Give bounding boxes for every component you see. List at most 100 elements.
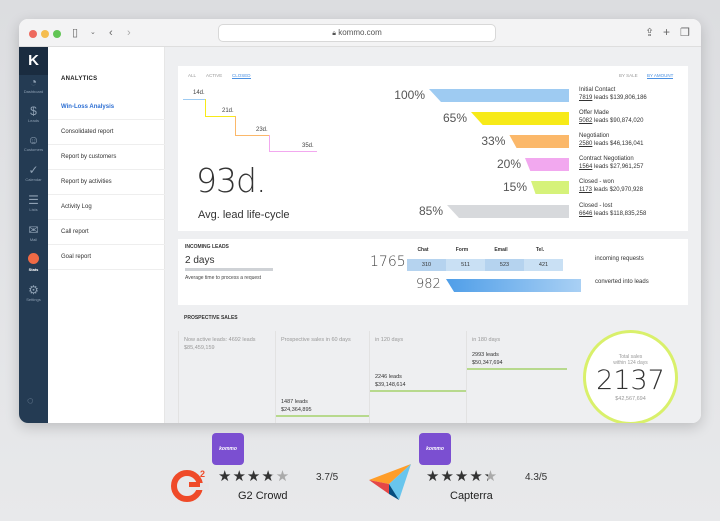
stage-percent: 65%	[442, 111, 467, 125]
stage-funnel-bar	[471, 112, 569, 125]
sidebar-item-label: Mail	[29, 237, 38, 242]
avg-lifecycle-value: 93d.	[196, 161, 266, 200]
sidebar-item-customers[interactable]: ☺ Customers	[19, 133, 48, 153]
stage-leads-link[interactable]: 1564	[579, 164, 593, 170]
g2-star-rating: ★★★★★	[218, 468, 291, 485]
stage-name: Offer Made	[579, 110, 609, 116]
app-sidebar: K ◔ Dashboard $ Leads ☺ Customers ✓ Calendar ☰ Li…	[19, 47, 48, 423]
stage-info[interactable]: Contract Negotiation 1564 leads $27,961,2…	[579, 155, 643, 171]
sidebar-item-stats[interactable]: Stats	[19, 253, 48, 273]
maximize-dot[interactable]	[53, 30, 61, 38]
stage-info[interactable]: Closed - won 1173 leads $20,970,928	[579, 178, 643, 194]
stage-info[interactable]: Negotiation 2580 leads $46,136,041	[579, 132, 643, 148]
submenu-item-report-by-customers[interactable]: Report by customers	[48, 145, 165, 170]
stage-amount: leads $118,835,258	[592, 211, 647, 217]
stage-funnel-bar	[447, 205, 569, 218]
back-icon[interactable]: ‹	[109, 27, 113, 39]
chat-icon[interactable]: ◌	[27, 395, 34, 407]
step-line	[235, 135, 269, 136]
browser-window: ▯ ⌄ ‹ › 🔒︎ kommo.com ⇪ + ❐ K ◔ Dashboard $…	[19, 19, 701, 423]
g2-logo-icon: 2	[171, 469, 209, 502]
prospective-column: Now active leads: 4692 leads $85,459,159	[178, 331, 275, 423]
stage-stats: 2580 leads $46,136,041	[579, 140, 643, 148]
column-bar	[370, 390, 467, 392]
forward-icon[interactable]: ›	[127, 27, 131, 39]
submenu-item-report-by-activities[interactable]: Report by activities	[48, 170, 165, 195]
svg-text:2: 2	[200, 469, 205, 479]
stage-name: Negotiation	[579, 133, 610, 139]
channel-value: 310	[407, 259, 446, 271]
sidebar-item-label: Settings	[26, 297, 41, 302]
sidebar-item-lists[interactable]: ☰ Lists	[19, 193, 48, 213]
minimize-dot[interactable]	[41, 30, 49, 38]
capterra-site-name: Capterra	[450, 490, 493, 502]
sidebar-item-settings[interactable]: ⚙ Settings	[19, 283, 48, 303]
stats-icon	[19, 253, 48, 267]
main-content: ALL ACTIVE CLOSED BY SALE BY AMOUNT 14d.…	[165, 47, 701, 423]
total-sales-amount: $42,567,694	[615, 396, 646, 402]
stage-info[interactable]: Closed - lost 6646 leads $118,835,258	[579, 202, 646, 218]
stage-leads-link[interactable]: 5082	[579, 118, 593, 124]
processing-time-bar	[185, 268, 273, 271]
stage-leads-link[interactable]: 1173	[579, 187, 592, 193]
step-duration: 35d.	[302, 143, 314, 149]
share-icon[interactable]: ⇪	[645, 27, 655, 39]
tab-all[interactable]: ALL	[188, 73, 197, 78]
column-leads: 1487 leads	[281, 399, 308, 405]
submenu-item-consolidated-report[interactable]: Consolidated report	[48, 120, 165, 145]
submenu-item-activity-log[interactable]: Activity Log	[48, 195, 165, 220]
submenu-item-win-loss-analysis[interactable]: Win-Loss Analysis	[48, 95, 165, 120]
stage-funnel-bar	[531, 181, 569, 194]
sort-by-sale[interactable]: BY SALE	[619, 73, 638, 78]
column-value: $39,148,614	[375, 382, 406, 388]
sidebar-item-mail[interactable]: ✉ Mail	[19, 223, 48, 243]
column-title: in 180 days	[472, 337, 501, 343]
sidebar-item-dashboard[interactable]: ◔ Dashboard	[19, 75, 48, 95]
step-line	[205, 116, 235, 117]
address-bar[interactable]: 🔒︎ kommo.com	[218, 24, 496, 42]
g2-rating: 3.7/5	[316, 472, 339, 483]
stage-amount: leads $20,970,928	[591, 187, 643, 193]
total-sales-value: 2137	[596, 365, 665, 396]
tab-closed[interactable]: CLOSED	[232, 73, 251, 79]
stage-amount: leads $139,806,186	[592, 95, 647, 101]
prospective-column: Prospective sales in 60 days 1487 leads …	[275, 331, 370, 423]
submenu-item-goal-report[interactable]: Goal report	[48, 245, 165, 270]
converted-label: converted into leads	[595, 279, 649, 285]
stage-leads-link[interactable]: 7819	[579, 95, 593, 101]
browser-titlebar: ▯ ⌄ ‹ › 🔒︎ kommo.com ⇪ + ❐	[19, 19, 701, 47]
capterra-star-rating: ★★★★★	[426, 468, 499, 485]
stage-percent: 85%	[418, 204, 443, 218]
tabs-overview-icon[interactable]: ❐	[680, 27, 690, 39]
channel-name: Email	[494, 247, 508, 253]
stage-info[interactable]: Offer Made 5082 leads $90,874,020	[579, 109, 643, 125]
stage-amount: leads $27,961,257	[592, 164, 644, 170]
total-sales-label: Total sales	[618, 354, 643, 360]
sort-by-amount[interactable]: BY AMOUNT	[647, 73, 674, 79]
prospective-title: PROSPECTIVE SALES	[184, 315, 238, 321]
stage-name: Contract Negotiation	[579, 156, 634, 162]
column-value: $24,364,895	[281, 407, 312, 413]
sidebar-item-label: Dashboard	[23, 89, 44, 94]
stage-leads-link[interactable]: 6646	[579, 211, 593, 217]
chevron-down-icon[interactable]: ⌄	[90, 29, 96, 36]
column-bar	[467, 368, 567, 370]
stage-percent: 20%	[496, 157, 521, 171]
tab-active[interactable]: ACTIVE	[206, 73, 223, 78]
sidebar-item-leads[interactable]: $ Leads	[19, 104, 48, 124]
avg-lifecycle-label: Avg. lead life-cycle	[198, 209, 290, 221]
stage-stats: 5082 leads $90,874,020	[579, 117, 643, 125]
stage-funnel-bar	[509, 135, 569, 148]
step-line	[183, 99, 205, 100]
stage-info[interactable]: Initial Contact 7819 leads $139,806,186	[579, 86, 647, 102]
sidebar-toggle-icon[interactable]: ▯	[72, 27, 79, 39]
submenu-item-call-report[interactable]: Call report	[48, 220, 165, 245]
kommo-logo[interactable]: K	[19, 47, 48, 75]
kommo-badge: kommo	[212, 433, 244, 465]
check-icon: ✓	[28, 163, 39, 177]
close-dot[interactable]	[29, 30, 37, 38]
sidebar-item-calendar[interactable]: ✓ Calendar	[19, 163, 48, 183]
new-tab-icon[interactable]: +	[663, 25, 671, 39]
stage-leads-link[interactable]: 2580	[579, 141, 593, 147]
kommo-badge: kommo	[419, 433, 451, 465]
